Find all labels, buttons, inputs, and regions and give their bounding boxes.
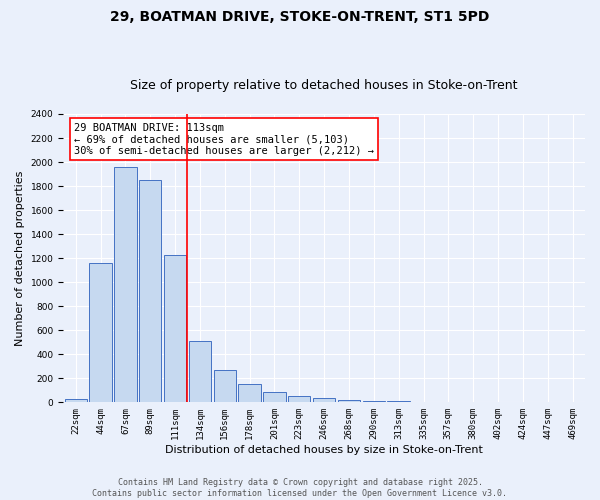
Bar [263,392,286,402]
Bar [313,398,335,402]
Bar [288,396,310,402]
Text: 29 BOATMAN DRIVE: 113sqm
← 69% of detached houses are smaller (5,103)
30% of sem: 29 BOATMAN DRIVE: 113sqm ← 69% of detach… [74,122,374,156]
Bar [388,401,410,402]
Bar [189,341,211,402]
Text: 29, BOATMAN DRIVE, STOKE-ON-TRENT, ST1 5PD: 29, BOATMAN DRIVE, STOKE-ON-TRENT, ST1 5… [110,10,490,24]
Y-axis label: Number of detached properties: Number of detached properties [15,170,25,346]
Bar [65,400,87,402]
Bar [164,254,186,402]
Bar [114,167,137,402]
Bar [338,400,360,402]
Title: Size of property relative to detached houses in Stoke-on-Trent: Size of property relative to detached ho… [130,79,518,92]
X-axis label: Distribution of detached houses by size in Stoke-on-Trent: Distribution of detached houses by size … [165,445,483,455]
Bar [139,180,161,402]
Text: Contains HM Land Registry data © Crown copyright and database right 2025.
Contai: Contains HM Land Registry data © Crown c… [92,478,508,498]
Bar [89,263,112,402]
Bar [214,370,236,402]
Bar [362,400,385,402]
Bar [238,384,261,402]
